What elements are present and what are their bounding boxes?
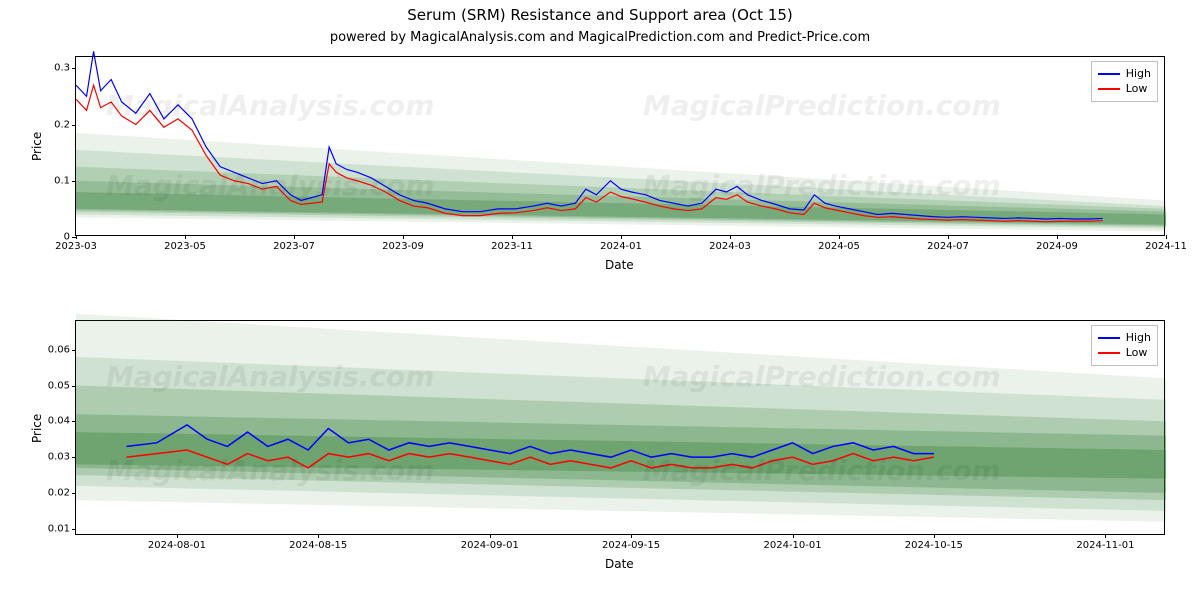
x-tick-mark <box>631 534 632 538</box>
legend-row: High <box>1098 330 1151 345</box>
y-tick-mark <box>72 125 76 126</box>
x-tick-mark <box>318 534 319 538</box>
x-tick-mark <box>512 235 513 239</box>
top-chart-ylabel: Price <box>30 132 44 161</box>
legend-label: Low <box>1126 81 1148 96</box>
y-tick-mark <box>72 457 76 458</box>
legend-label: High <box>1126 330 1151 345</box>
x-tick-mark <box>793 534 794 538</box>
y-tick-mark <box>72 529 76 530</box>
x-tick-mark <box>1166 235 1167 239</box>
figure: Serum (SRM) Resistance and Support area … <box>0 0 1200 600</box>
legend-swatch <box>1098 337 1120 339</box>
x-tick-mark <box>839 235 840 239</box>
bottom-chart-ylabel: Price <box>30 413 44 442</box>
legend-row: High <box>1098 66 1151 81</box>
legend-row: Low <box>1098 345 1151 360</box>
y-tick-mark <box>72 421 76 422</box>
x-tick-mark <box>1057 235 1058 239</box>
bottom-chart-svg <box>76 321 1166 536</box>
legend-swatch <box>1098 352 1120 354</box>
bottom-chart-panel: HighLow MagicalAnalysis.comMagicalAnalys… <box>75 320 1165 535</box>
chart-subtitle: powered by MagicalAnalysis.com and Magic… <box>0 30 1200 45</box>
y-tick-mark <box>72 350 76 351</box>
bottom-chart-xlabel: Date <box>605 557 634 571</box>
bottom-chart-legend: HighLow <box>1091 325 1158 366</box>
x-tick-mark <box>490 534 491 538</box>
x-tick-mark <box>403 235 404 239</box>
top-chart-legend: HighLow <box>1091 61 1158 102</box>
legend-swatch <box>1098 73 1120 75</box>
chart-suptitle: Serum (SRM) Resistance and Support area … <box>0 6 1200 24</box>
x-tick-mark <box>294 235 295 239</box>
legend-label: Low <box>1126 345 1148 360</box>
y-tick-mark <box>72 68 76 69</box>
legend-row: Low <box>1098 81 1151 96</box>
top-chart-xlabel: Date <box>605 258 634 272</box>
x-tick-mark <box>948 235 949 239</box>
legend-label: High <box>1126 66 1151 81</box>
top-chart-svg <box>76 57 1166 237</box>
legend-swatch <box>1098 88 1120 90</box>
x-tick-mark <box>730 235 731 239</box>
x-tick-mark <box>934 534 935 538</box>
x-tick-mark <box>621 235 622 239</box>
x-tick-mark <box>177 534 178 538</box>
x-tick-mark <box>76 235 77 239</box>
y-tick-mark <box>72 493 76 494</box>
x-tick-mark <box>185 235 186 239</box>
y-tick-mark <box>72 386 76 387</box>
y-tick-mark <box>72 181 76 182</box>
x-tick-mark <box>1105 534 1106 538</box>
top-chart-panel: HighLow MagicalAnalysis.comMagicalAnalys… <box>75 56 1165 236</box>
